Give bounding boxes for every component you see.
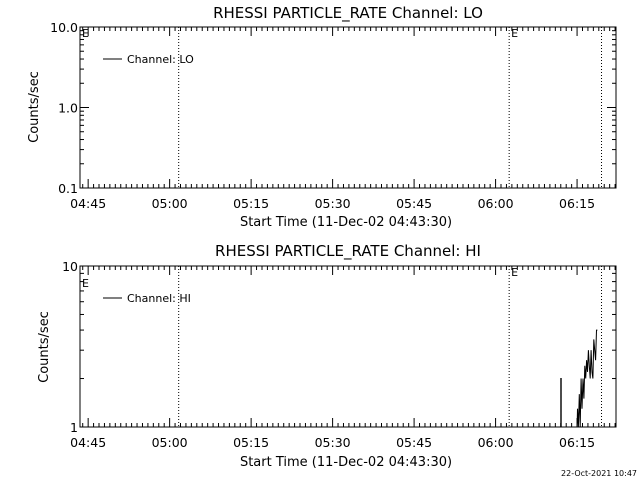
x-axis-label: Start Time (11-Dec-02 04:43:30): [240, 215, 452, 230]
legend: Channel: LO: [103, 53, 194, 66]
x-tick-label: 05:00: [152, 196, 188, 211]
marker-label: E: [511, 266, 518, 279]
x-tick-label: 04:45: [70, 196, 106, 211]
panel-lo: RHESSI PARTICLE_RATE Channel: LO Counts/…: [27, 4, 617, 230]
y-tick-label: 1: [70, 420, 78, 435]
left-marker-label: E: [82, 277, 89, 290]
x-tick-label: 05:15: [233, 435, 269, 450]
legend-label: Channel: LO: [127, 53, 194, 66]
x-tick-label: 05:00: [152, 435, 188, 450]
x-tick-label: 05:45: [396, 196, 432, 211]
y-tick-label: 10: [62, 259, 78, 274]
plot-frame: [79, 265, 617, 428]
panel-hi: RHESSI PARTICLE_RATE Channel: HI Counts/…: [37, 242, 617, 470]
legend-label: Channel: HI: [127, 292, 191, 305]
left-marker-label: E: [82, 27, 89, 40]
timestamp: 22-Oct-2021 10:47: [561, 469, 637, 478]
y-ticks: 1 10: [62, 259, 616, 435]
marker-lines: E: [178, 27, 603, 188]
marker-label: E: [511, 27, 518, 40]
y-axis-label: Counts/sec: [37, 311, 52, 383]
series-layer: [560, 329, 598, 428]
x-tick-label: 06:15: [559, 196, 595, 211]
x-ticks: 04:45 05:00 05:15 05:30 05:45 06:00 06:15: [70, 27, 616, 211]
y-tick-label: 1.0: [58, 101, 78, 116]
y-ticks: 0.1 1.0 10.0: [50, 20, 616, 196]
chart-title: RHESSI PARTICLE_RATE Channel: HI: [215, 242, 481, 261]
x-tick-label: 06:15: [559, 435, 595, 450]
x-tick-label: 05:15: [233, 196, 269, 211]
x-tick-label: 04:45: [70, 435, 106, 450]
marker-lines: E: [178, 266, 603, 427]
x-tick-label: 06:00: [478, 196, 514, 211]
series-line: [560, 329, 598, 428]
legend: Channel: HI: [103, 292, 191, 305]
plot-frame: [79, 26, 617, 189]
y-axis-label: Counts/sec: [27, 71, 42, 143]
x-tick-label: 05:30: [315, 196, 351, 211]
x-tick-label: 05:45: [396, 435, 432, 450]
y-tick-label: 10.0: [50, 20, 78, 35]
y-tick-label: 0.1: [58, 181, 78, 196]
chart-title: RHESSI PARTICLE_RATE Channel: LO: [213, 4, 483, 23]
x-tick-label: 05:30: [315, 435, 351, 450]
x-axis-label: Start Time (11-Dec-02 04:43:30): [240, 455, 452, 470]
x-tick-label: 06:00: [478, 435, 514, 450]
